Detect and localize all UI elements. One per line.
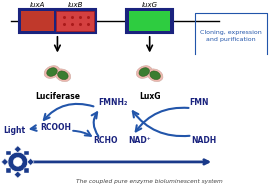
Text: NADH: NADH <box>192 136 217 145</box>
Ellipse shape <box>150 71 160 80</box>
Ellipse shape <box>136 66 152 78</box>
Ellipse shape <box>55 69 71 82</box>
FancyBboxPatch shape <box>56 11 94 31</box>
FancyBboxPatch shape <box>19 9 96 33</box>
Text: RCOOH: RCOOH <box>40 123 71 132</box>
Text: NAD⁺: NAD⁺ <box>128 136 151 145</box>
Ellipse shape <box>139 68 149 76</box>
Circle shape <box>8 152 28 172</box>
Ellipse shape <box>44 66 60 78</box>
Text: The coupled pure enzyme bioluminescent system: The coupled pure enzyme bioluminescent s… <box>76 179 223 184</box>
Text: Luciferase: Luciferase <box>35 91 80 101</box>
FancyBboxPatch shape <box>129 11 170 31</box>
Text: Cloning, expression
and purification: Cloning, expression and purification <box>200 30 262 42</box>
Text: RCHO: RCHO <box>93 136 117 145</box>
FancyBboxPatch shape <box>21 11 54 31</box>
Text: luxA: luxA <box>30 2 45 8</box>
Text: luxG: luxG <box>142 2 158 8</box>
FancyBboxPatch shape <box>126 9 173 33</box>
Text: FMNH₂: FMNH₂ <box>98 98 128 107</box>
Text: Light: Light <box>4 126 26 135</box>
Text: luxB: luxB <box>67 2 83 8</box>
Ellipse shape <box>147 69 163 82</box>
Circle shape <box>13 157 22 166</box>
Text: FMN: FMN <box>189 98 209 107</box>
Ellipse shape <box>47 68 57 76</box>
Ellipse shape <box>58 71 68 80</box>
Text: LuxG: LuxG <box>139 91 160 101</box>
